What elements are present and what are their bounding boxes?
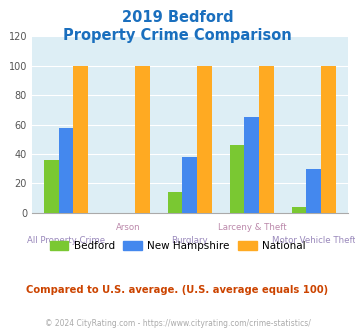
Legend: Bedford, New Hampshire, National: Bedford, New Hampshire, National (45, 237, 310, 255)
Text: Burglary: Burglary (171, 237, 208, 246)
Bar (73, 66, 88, 213)
Bar (59, 127, 73, 213)
Text: Compared to U.S. average. (U.S. average equals 100): Compared to U.S. average. (U.S. average … (26, 285, 329, 295)
Text: All Property Crime: All Property Crime (27, 237, 105, 246)
Text: Arson: Arson (116, 222, 140, 232)
Bar (182, 157, 197, 213)
Text: © 2024 CityRating.com - https://www.cityrating.com/crime-statistics/: © 2024 CityRating.com - https://www.city… (45, 319, 310, 328)
Bar (321, 66, 336, 213)
Bar (197, 66, 212, 213)
Bar (230, 145, 245, 213)
Text: Larceny & Theft: Larceny & Theft (218, 222, 286, 232)
Bar (245, 117, 259, 213)
Bar (135, 66, 150, 213)
Bar (291, 207, 306, 213)
Text: Property Crime Comparison: Property Crime Comparison (63, 28, 292, 43)
Bar (306, 169, 321, 213)
Bar (44, 160, 59, 213)
Text: 2019 Bedford: 2019 Bedford (122, 10, 233, 25)
Text: Motor Vehicle Theft: Motor Vehicle Theft (272, 237, 355, 246)
Bar (259, 66, 274, 213)
Bar (168, 192, 182, 213)
